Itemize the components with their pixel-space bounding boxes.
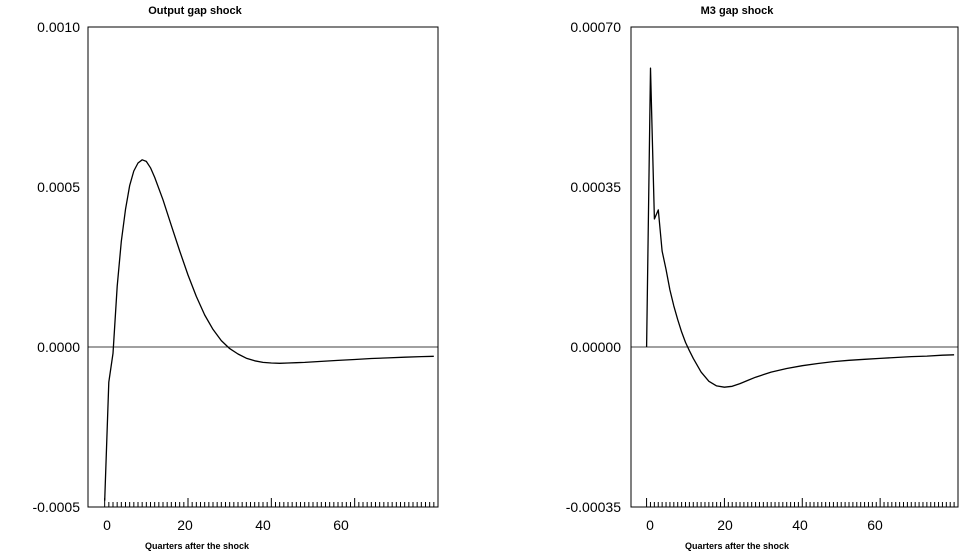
x-tick-label: 20 bbox=[717, 517, 733, 533]
y-tick-label: 0.0000 bbox=[37, 339, 80, 355]
y-tick-label: -0.00035 bbox=[566, 499, 621, 515]
x-tick-label: 0 bbox=[646, 517, 654, 533]
x-tick-label: 60 bbox=[333, 517, 349, 533]
x-minor-ticks bbox=[646, 498, 955, 507]
plot-frame bbox=[87, 26, 439, 508]
y-tick-label: 0.0010 bbox=[37, 19, 80, 35]
x-tick-label: 40 bbox=[255, 517, 271, 533]
series-line bbox=[104, 159, 434, 501]
y-tick-label: -0.0005 bbox=[33, 499, 81, 515]
x-axis-label: Quarters after the shock bbox=[685, 541, 790, 551]
chart-panel-output-gap: Output gap shock 0.0010 0.0005 0.0000 -0… bbox=[33, 5, 439, 551]
y-tick-label: 0.0005 bbox=[37, 179, 80, 195]
x-axis-label: Quarters after the shock bbox=[145, 541, 250, 551]
x-minor-ticks bbox=[104, 498, 435, 507]
y-tick-label: 0.00035 bbox=[570, 179, 621, 195]
y-tick-label: 0.00000 bbox=[570, 339, 621, 355]
chart-title: Output gap shock bbox=[148, 5, 242, 17]
chart-panel-m3-gap: M3 gap shock 0.00070 0.00035 0.00000 -0.… bbox=[566, 5, 959, 551]
y-tick-label: 0.00070 bbox=[570, 19, 621, 35]
x-tick-label: 60 bbox=[867, 517, 883, 533]
x-tick-label: 40 bbox=[792, 517, 808, 533]
x-tick-label: 0 bbox=[103, 517, 111, 533]
plot-frame bbox=[630, 26, 959, 508]
series-line bbox=[645, 67, 955, 388]
x-tick-label: 20 bbox=[177, 517, 193, 533]
chart-title: M3 gap shock bbox=[701, 5, 775, 17]
